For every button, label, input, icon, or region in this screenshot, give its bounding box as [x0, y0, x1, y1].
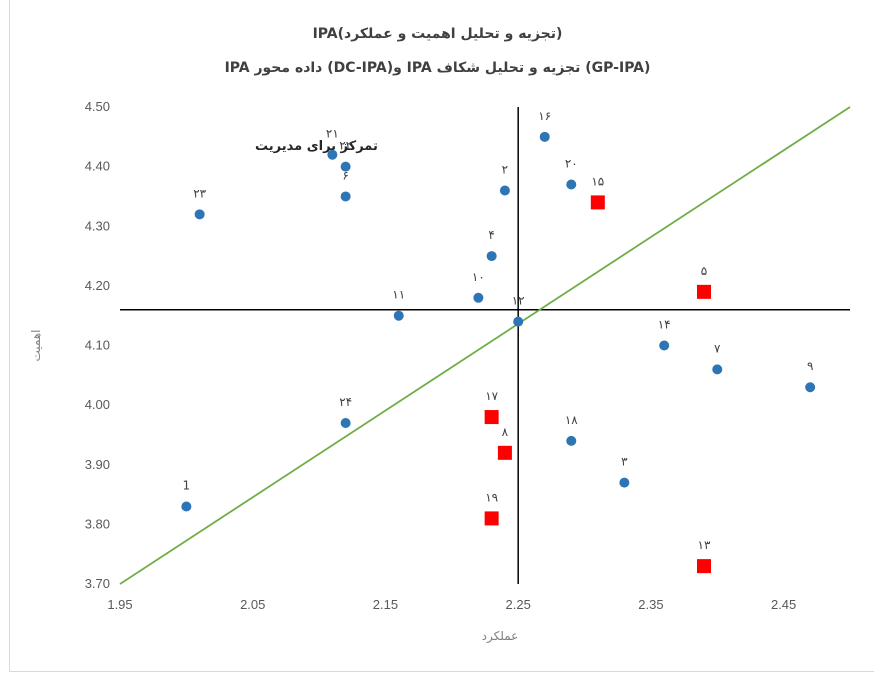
data-point [340, 191, 351, 202]
data-point [340, 161, 351, 172]
data-label: ۲۴ [339, 395, 352, 409]
y-axis-label: اهمیت [29, 329, 43, 361]
data-label: ۱۶ [538, 109, 551, 123]
data-point [194, 209, 205, 220]
data-point [340, 418, 351, 429]
data-point [590, 195, 605, 210]
data-label: ۴ [488, 228, 494, 242]
y-tick-label: 4.40 [85, 159, 110, 174]
data-point [393, 310, 404, 321]
y-tick-label: 3.70 [85, 576, 110, 591]
data-label: ۱۸ [565, 413, 578, 427]
data-label: ۹ [807, 359, 813, 373]
data-label: ۲۲ [339, 139, 352, 153]
data-label: ۱۳ [698, 538, 711, 552]
data-point [697, 559, 711, 574]
x-tick-label: 1.95 [107, 597, 132, 612]
data-label: ۶ [342, 168, 348, 182]
data-point [712, 364, 723, 375]
data-point [566, 435, 577, 446]
chart-subtitle: IPA داده محور (DC-IPA)و IPA تجزیه و تحلی… [224, 60, 651, 76]
data-label: ۱۰ [472, 270, 485, 284]
y-tick-label: 4.50 [85, 99, 110, 114]
data-point [497, 445, 512, 460]
diagonal-line [119, 106, 851, 585]
data-label: ۳ [621, 455, 628, 469]
y-tick-label: 3.80 [85, 516, 110, 531]
x-tick-label: 2.35 [638, 597, 663, 612]
data-label: ۸ [502, 425, 509, 439]
y-tick-label: 4.20 [85, 278, 110, 293]
data-point [513, 316, 524, 327]
chart-title: (تجزیه و تحلیل اهمیت و عملکرد)IPA [312, 26, 563, 42]
data-label: ۱۹ [485, 490, 498, 504]
data-point [473, 292, 484, 303]
data-label: ۱۵ [591, 174, 604, 188]
data-point [181, 501, 192, 512]
y-tick-label: 4.10 [85, 338, 110, 353]
x-tick-label: 2.05 [240, 597, 265, 612]
annotation-text: تمرکز برای مدیریت [255, 139, 378, 154]
y-tick-label: 3.90 [85, 457, 110, 472]
y-tick-label: 4.00 [85, 397, 110, 412]
data-label: 1 [183, 478, 191, 492]
x-axis-label: عملکرد [482, 629, 519, 644]
data-label: ۲۳ [193, 186, 206, 200]
data-point [486, 251, 497, 262]
data-label: ۱۴ [658, 318, 671, 332]
y-tick-label: 4.30 [85, 218, 110, 233]
data-point [484, 410, 499, 425]
x-tick-label: 2.15 [373, 597, 398, 612]
data-label: ۵ [701, 264, 707, 278]
data-point [566, 179, 577, 190]
data-point [697, 284, 711, 299]
data-point [539, 131, 550, 142]
data-point [619, 477, 630, 488]
data-point [327, 149, 338, 160]
data-point [484, 511, 499, 526]
chart-frame [9, 0, 874, 672]
x-tick-label: 2.45 [771, 597, 796, 612]
data-label: ۱۱ [392, 288, 405, 302]
data-label: ۲۱ [326, 127, 339, 141]
data-label: ۷ [714, 341, 721, 355]
data-label: ۲ [502, 162, 508, 176]
data-point [499, 185, 510, 196]
data-point [805, 382, 816, 393]
x-tick-label: 2.25 [506, 597, 531, 612]
data-label: ۲۰ [565, 157, 578, 171]
data-label: ۱۷ [485, 389, 498, 403]
data-label: ۱۲ [512, 294, 525, 308]
data-point [659, 340, 670, 351]
